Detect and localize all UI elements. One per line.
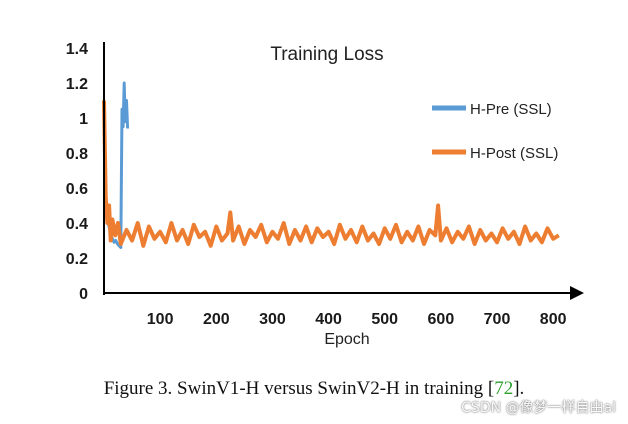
watermark: CSDN @像梦一样自由al [461, 400, 616, 416]
legend-label: H-Pre (SSL) [470, 101, 552, 118]
caption-reference-link[interactable]: 72 [494, 378, 514, 399]
caption-text: Figure 3. SwinV1-H versus SwinV2-H in tr… [103, 378, 495, 399]
x-tick-label: 300 [259, 311, 286, 328]
x-tick-label: 400 [315, 311, 342, 328]
y-tick-label: 0.8 [66, 146, 88, 163]
x-tick-label: 100 [147, 311, 174, 328]
training-loss-chart: 0 0.2 0.4 0.6 0.8 1 1.2 1.4 100 200 300 400 500 600 70… [66, 41, 584, 348]
series-line-h-post-ssl [102, 100, 560, 248]
caption-end: ]. [513, 378, 525, 399]
x-axis-arrow [570, 286, 584, 300]
y-tick-label: 1.2 [66, 76, 88, 93]
x-tick-label: 700 [484, 311, 511, 328]
y-tick-label: 0.4 [66, 216, 88, 233]
legend-label: H-Post (SSL) [470, 145, 558, 162]
chart-title: Training Loss [270, 44, 383, 65]
x-tick-label: 200 [203, 311, 230, 328]
figure-caption: Figure 3. SwinV1-H versus SwinV2-H in tr… [0, 378, 628, 400]
x-tick-label: 600 [428, 311, 455, 328]
plot-area: 0 0.2 0.4 0.6 0.8 1 1.2 1.4 100 200 300 400 500 600 70… [66, 41, 584, 328]
y-tick-label: 0.6 [66, 181, 88, 198]
y-tick-label: 1.4 [66, 41, 88, 58]
x-tick-label: 500 [371, 311, 398, 328]
x-axis-label: Epoch [324, 331, 369, 348]
y-tick-label: 1 [79, 111, 88, 128]
y-tick-label: 0.2 [66, 251, 88, 268]
y-tick-label: 0 [79, 286, 88, 303]
x-tick-label: 800 [540, 311, 567, 328]
